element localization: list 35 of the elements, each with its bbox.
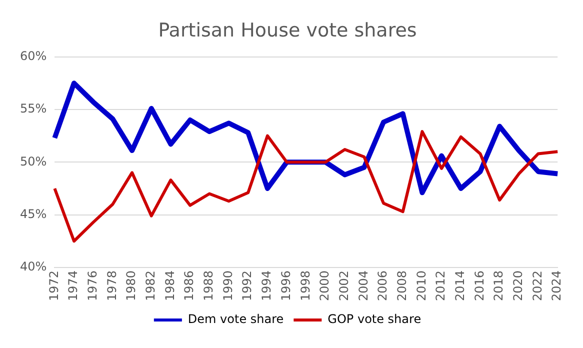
y-tick-label: 55% [20,102,47,116]
y-tick-label: 50% [20,154,47,168]
x-tick-label: 2024 [550,270,564,302]
x-tick-label: 1982 [144,270,158,302]
x-tick-label: 2008 [394,270,409,302]
x-tick-label: 1998 [298,270,312,302]
x-tick-label: 2010 [414,270,428,302]
x-tick-label: 1980 [124,270,138,302]
x-tick-label: 2014 [453,270,468,302]
x-tick-label: 2018 [492,270,506,302]
x-tick-label: 1978 [104,270,119,302]
x-tick-label: 1974 [66,270,80,302]
x-tick-label: 2022 [530,270,544,302]
x-tick-label: 2020 [511,270,526,302]
x-tick-label: 2012 [434,270,448,302]
x-tick-label: 2002 [336,270,351,302]
x-tick-label: 1984 [162,270,177,302]
x-tick-label: 1990 [220,270,235,302]
y-tick-label: 60% [20,48,47,63]
x-tick-label: 1996 [278,270,293,302]
x-tick-label: 1972 [46,270,61,302]
x-tick-label: 1976 [85,270,100,302]
x-tick-label: 1988 [202,270,216,302]
y-tick-label: 40% [20,260,47,274]
x-tick-label: 2006 [376,270,390,302]
x-tick-label: 1994 [260,270,274,302]
legend-label: Dem vote share [188,312,284,326]
chart-title: Partisan House vote shares [158,19,417,42]
x-tick-label: 2000 [318,270,332,302]
x-tick-label: 2004 [356,270,370,302]
x-tick-label: 1986 [182,270,196,302]
x-tick-label: 2016 [472,270,486,302]
legend-label: GOP vote share [328,312,422,326]
x-tick-label: 1992 [240,270,254,302]
y-tick-label: 45% [20,206,47,221]
